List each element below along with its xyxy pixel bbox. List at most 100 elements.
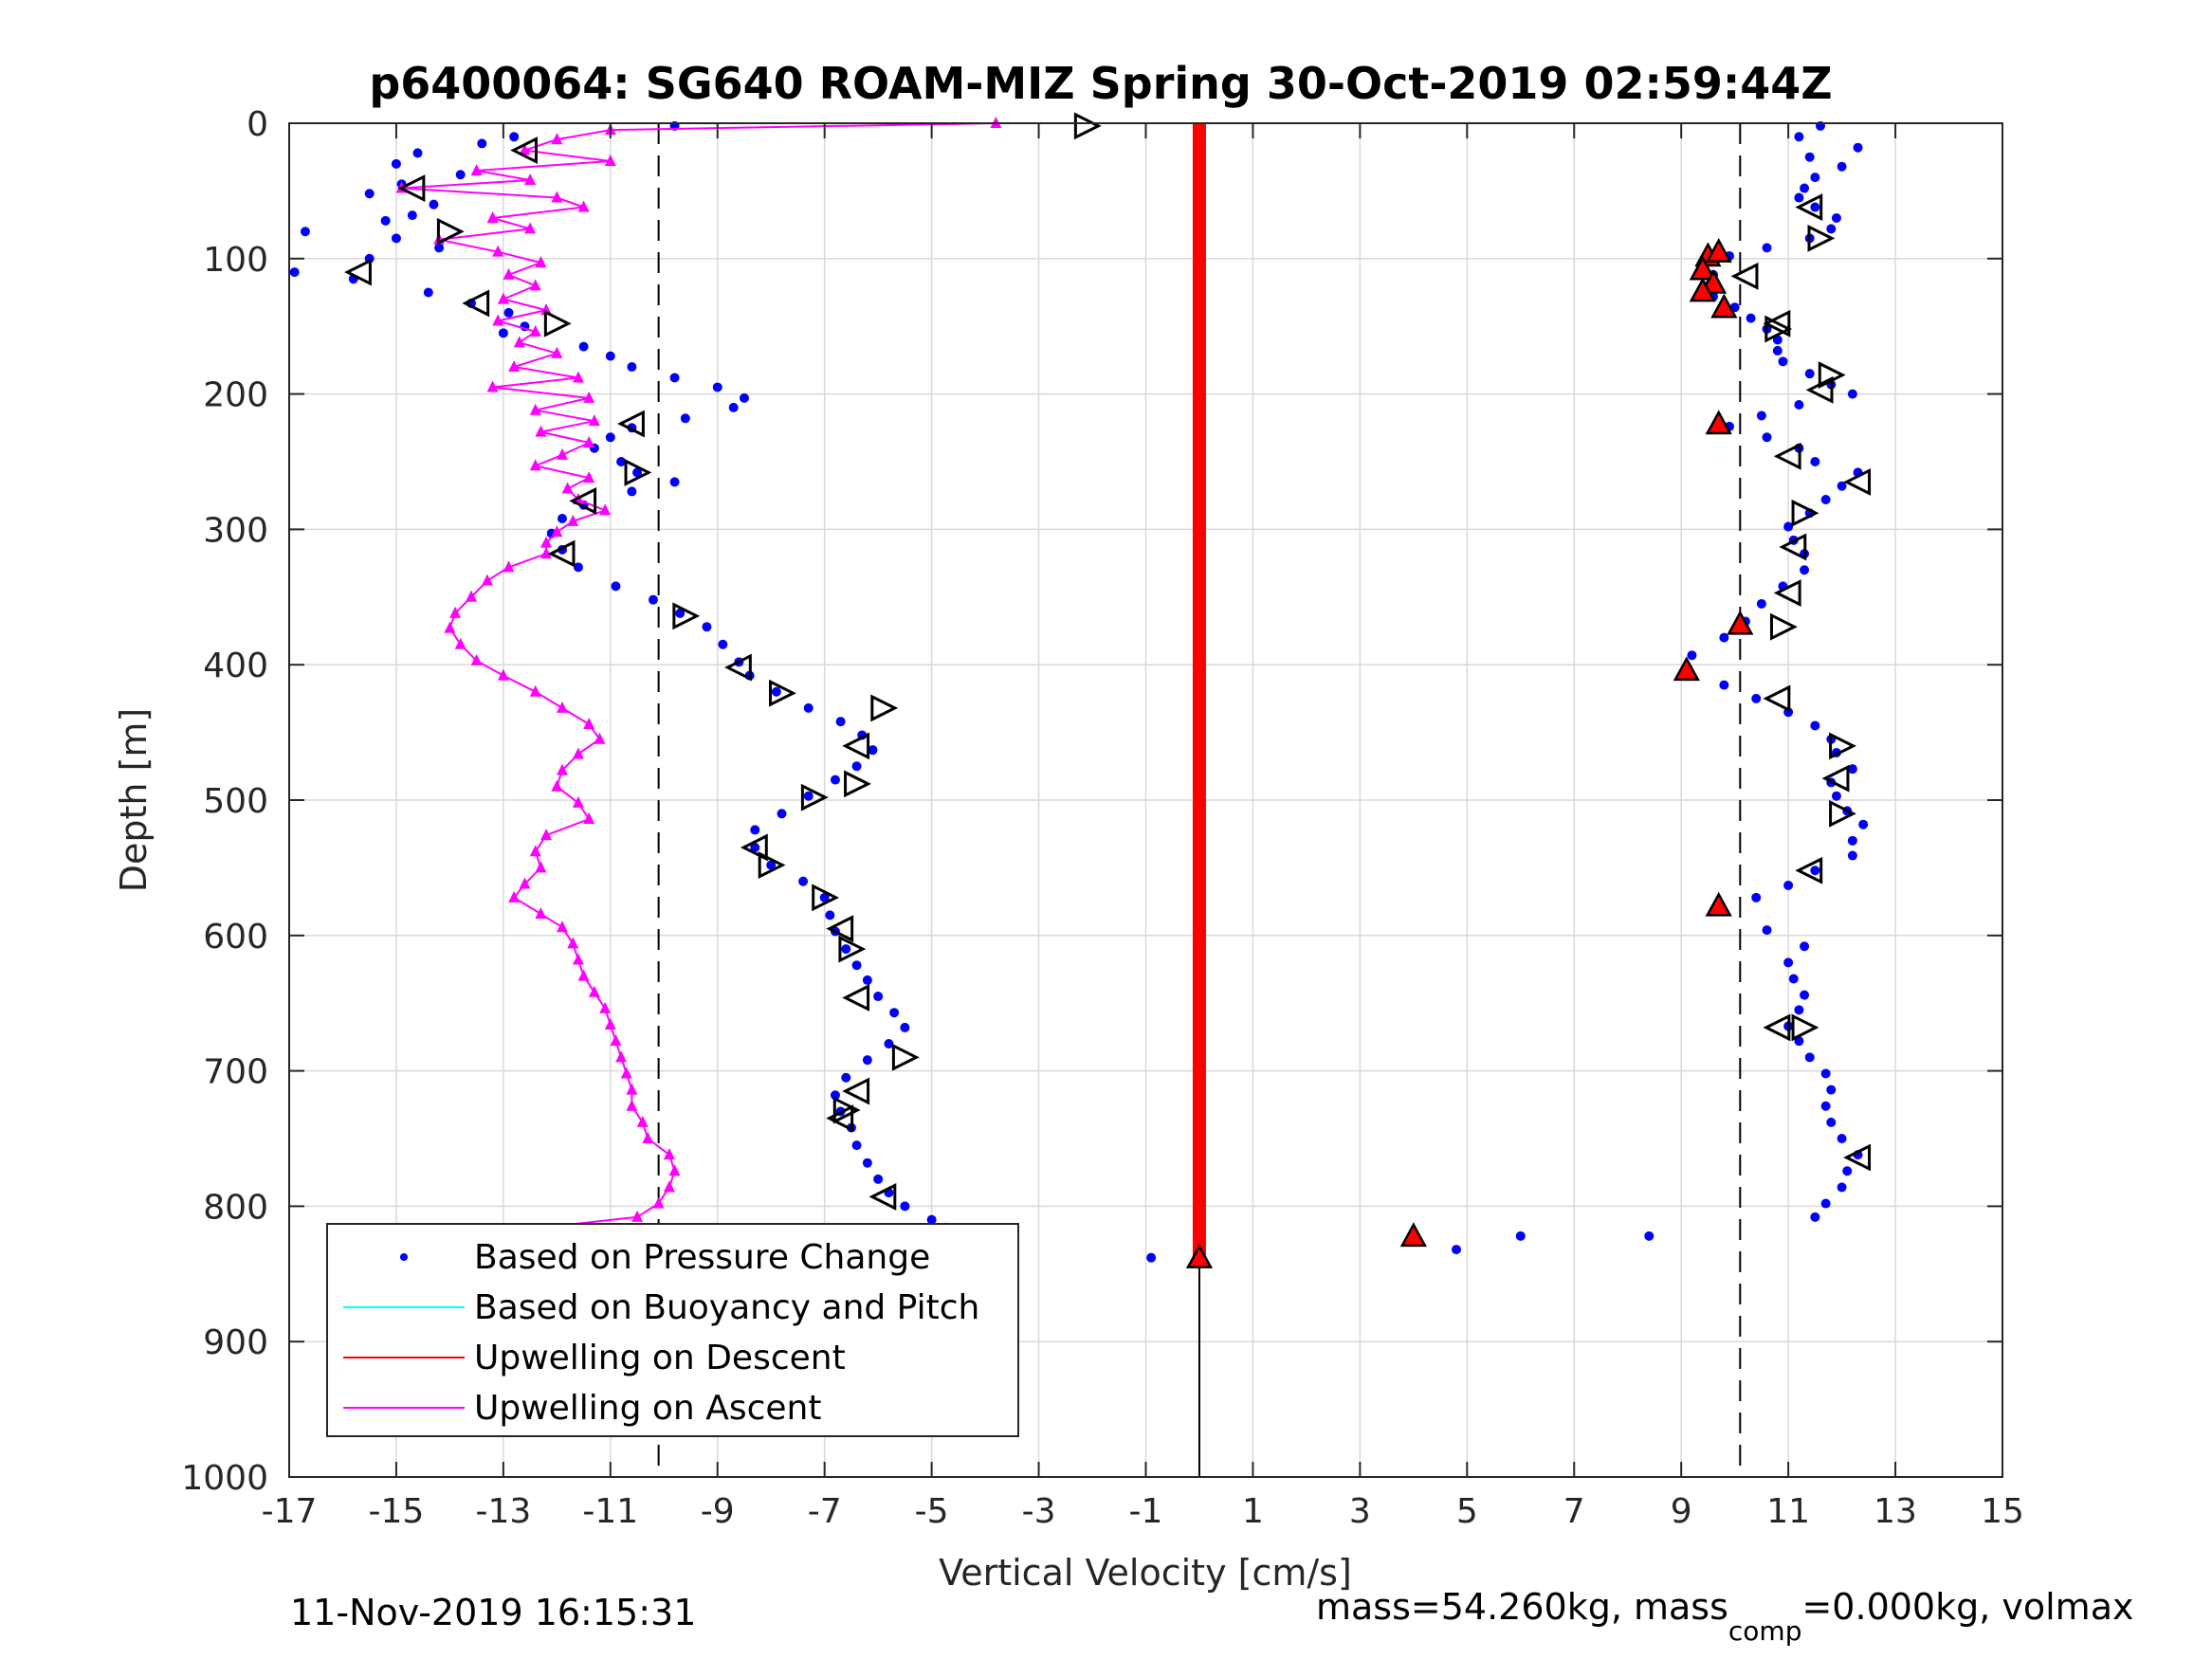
upwelling-ascent-point xyxy=(465,590,477,602)
y-axis: 0 100 200 300 400 500 600 700 800 900 1000 xyxy=(181,105,2002,1498)
y-tick-label: 0 xyxy=(247,105,268,144)
pressure-velocity-point xyxy=(1783,521,1794,532)
upwelling-ascent-point xyxy=(583,718,595,730)
pressure-velocity-point xyxy=(1452,1245,1462,1255)
pressure-velocity-point xyxy=(627,486,637,497)
pressure-velocity-point xyxy=(509,132,520,142)
pressure-velocity-point xyxy=(605,351,615,361)
pressure-velocity-point xyxy=(750,825,760,835)
upwelling-ascent-point xyxy=(604,1018,616,1030)
upwelling-ascent-point xyxy=(508,890,521,902)
left-triangle-marker xyxy=(547,539,576,568)
pressure-velocity-point xyxy=(1756,410,1766,421)
pressure-velocity-point xyxy=(851,1140,862,1151)
pressure-velocity-point xyxy=(851,761,862,772)
pressure-velocity-point xyxy=(851,960,862,971)
pressure-velocity-point xyxy=(391,233,401,244)
left-triangle-marker xyxy=(1773,442,1801,470)
upwelling-ascent-point xyxy=(454,637,466,649)
pressure-velocity-point xyxy=(1826,1117,1837,1127)
pressure-velocity-point xyxy=(289,267,300,278)
y-tick-label: 500 xyxy=(203,782,268,821)
pressure-velocity-point xyxy=(1847,764,1857,775)
upwelling-ascent-point xyxy=(540,547,553,559)
upwelling-ascent-point xyxy=(626,1083,638,1095)
y-tick-label: 400 xyxy=(203,647,268,685)
upwelling-ascent-point xyxy=(529,279,541,291)
y-tick-label: 100 xyxy=(203,241,268,280)
legend-label: Upwelling on Ascent xyxy=(474,1389,821,1428)
pressure-velocity-point xyxy=(434,243,445,253)
right-triangle-marker xyxy=(1791,499,1819,527)
pressure-velocity-point xyxy=(1804,152,1815,162)
pressure-velocity-point xyxy=(455,170,466,180)
left-triangle-marker xyxy=(1843,467,1872,496)
upwelling-ascent-point xyxy=(577,200,590,212)
red-triangle-marker xyxy=(1705,410,1732,435)
pressure-velocity-point xyxy=(873,1174,884,1184)
left-triangle-marker xyxy=(842,984,870,1012)
right-triangle-marker xyxy=(812,884,840,912)
upwelling-ascent-point xyxy=(535,861,547,873)
upwelling-ascent-point xyxy=(615,1050,628,1063)
pressure-velocity-point xyxy=(1810,866,1820,876)
red-triangle-marker xyxy=(1399,1222,1427,1248)
footer-mass-sub: comp xyxy=(1728,1615,1802,1647)
left-triangle-marker xyxy=(1763,684,1791,713)
pressure-velocity-point xyxy=(412,148,423,158)
pressure-velocity-point xyxy=(429,199,439,210)
upwelling-ascent-point xyxy=(470,653,483,665)
pressure-velocity-point xyxy=(1858,819,1869,830)
pressure-velocity-point xyxy=(835,717,846,727)
upwelling-ascent-point xyxy=(556,447,568,460)
upwelling-ascent-point xyxy=(556,763,568,775)
upwelling-ascent-point xyxy=(535,425,547,437)
pressure-velocity-point xyxy=(1515,1231,1526,1241)
upwelling-ascent-point xyxy=(529,684,541,697)
x-tick-label: 11 xyxy=(1766,1492,1810,1531)
pressure-velocity-point xyxy=(825,910,835,921)
upwelling-ascent-point xyxy=(497,668,509,681)
pressure-velocity-point xyxy=(632,467,643,478)
upwelling-ascent-point xyxy=(663,1148,675,1160)
pressure-velocity-point xyxy=(1800,990,1810,1000)
upwelling-ascent-point xyxy=(604,154,616,166)
red-triangle-marker xyxy=(1705,238,1732,263)
pressure-velocity-point xyxy=(1794,132,1804,142)
red-triangle-marker xyxy=(1710,293,1738,319)
upwelling-ascent-point xyxy=(668,1164,681,1176)
upwelling-ascent-point xyxy=(610,1034,622,1047)
upwelling-ascent-point xyxy=(626,1099,638,1111)
upwelling-ascent-point xyxy=(481,574,493,586)
upwelling-ascent-point xyxy=(572,747,584,759)
pressure-velocity-point xyxy=(873,992,884,1002)
upwelling-ascent-point xyxy=(652,1196,665,1209)
right-triangle-marker xyxy=(436,217,465,246)
pressure-velocity-point xyxy=(841,944,851,955)
marker-layer xyxy=(344,112,1872,1268)
legend-swatch-dot xyxy=(400,1253,408,1261)
y-axis-label: Depth [m] xyxy=(113,708,155,893)
pressure-velocity-point xyxy=(1820,1068,1831,1079)
left-triangle-marker xyxy=(510,137,538,164)
pressure-velocity-point xyxy=(423,287,433,298)
upwelling-ascent-point xyxy=(551,191,563,203)
upwelling-ascent-point xyxy=(529,845,541,857)
upwelling-ascent-point xyxy=(497,292,509,304)
pressure-velocity-point xyxy=(1794,192,1804,203)
pressure-velocity-point xyxy=(1762,432,1772,443)
pressure-velocity-point xyxy=(712,382,722,392)
y-tick-label: 600 xyxy=(203,918,268,957)
right-triangle-marker xyxy=(891,1043,920,1071)
pressure-velocity-point xyxy=(1831,212,1841,223)
upwelling-ascent-point xyxy=(556,921,568,933)
y-tick-label: 1000 xyxy=(181,1459,268,1498)
upwelling-ascent-point xyxy=(567,937,579,949)
upwelling-ascent-point xyxy=(492,314,504,326)
right-triangle-marker xyxy=(758,851,786,879)
pressure-velocity-point xyxy=(830,775,840,785)
left-triangle-marker xyxy=(826,915,854,943)
footer-mass-suffix: =0.000kg, volmax xyxy=(1801,1586,2133,1628)
upwelling-ascent-point xyxy=(529,459,541,471)
